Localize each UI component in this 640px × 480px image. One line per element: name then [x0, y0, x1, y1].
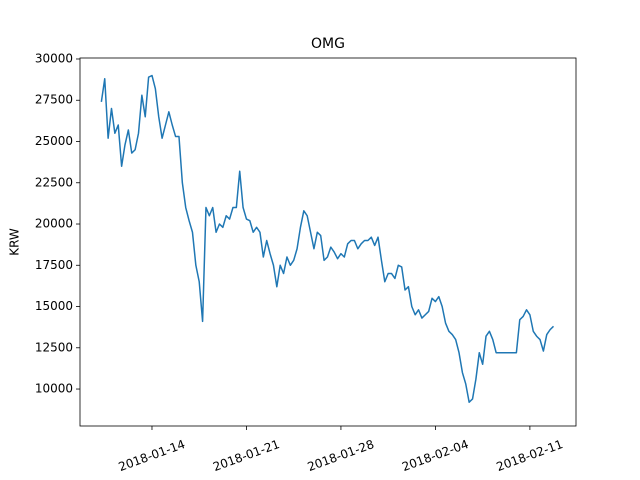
price-line: [100, 74, 555, 403]
chart-title: OMG: [311, 36, 345, 52]
y-tick-label: 30000: [35, 51, 73, 65]
y-tick-label: 15000: [35, 299, 73, 313]
y-tick-label: 22500: [35, 175, 73, 189]
y-tick-label: 25000: [35, 134, 73, 148]
y-tick-label: 10000: [35, 382, 73, 396]
plot-frame: [79, 57, 577, 427]
y-tick-label: 20000: [35, 217, 73, 231]
y-tick-label: 12500: [35, 340, 73, 354]
y-tick-label: 17500: [35, 258, 73, 272]
y-axis-label: KRW: [8, 228, 22, 256]
y-tick-label: 27500: [35, 93, 73, 107]
